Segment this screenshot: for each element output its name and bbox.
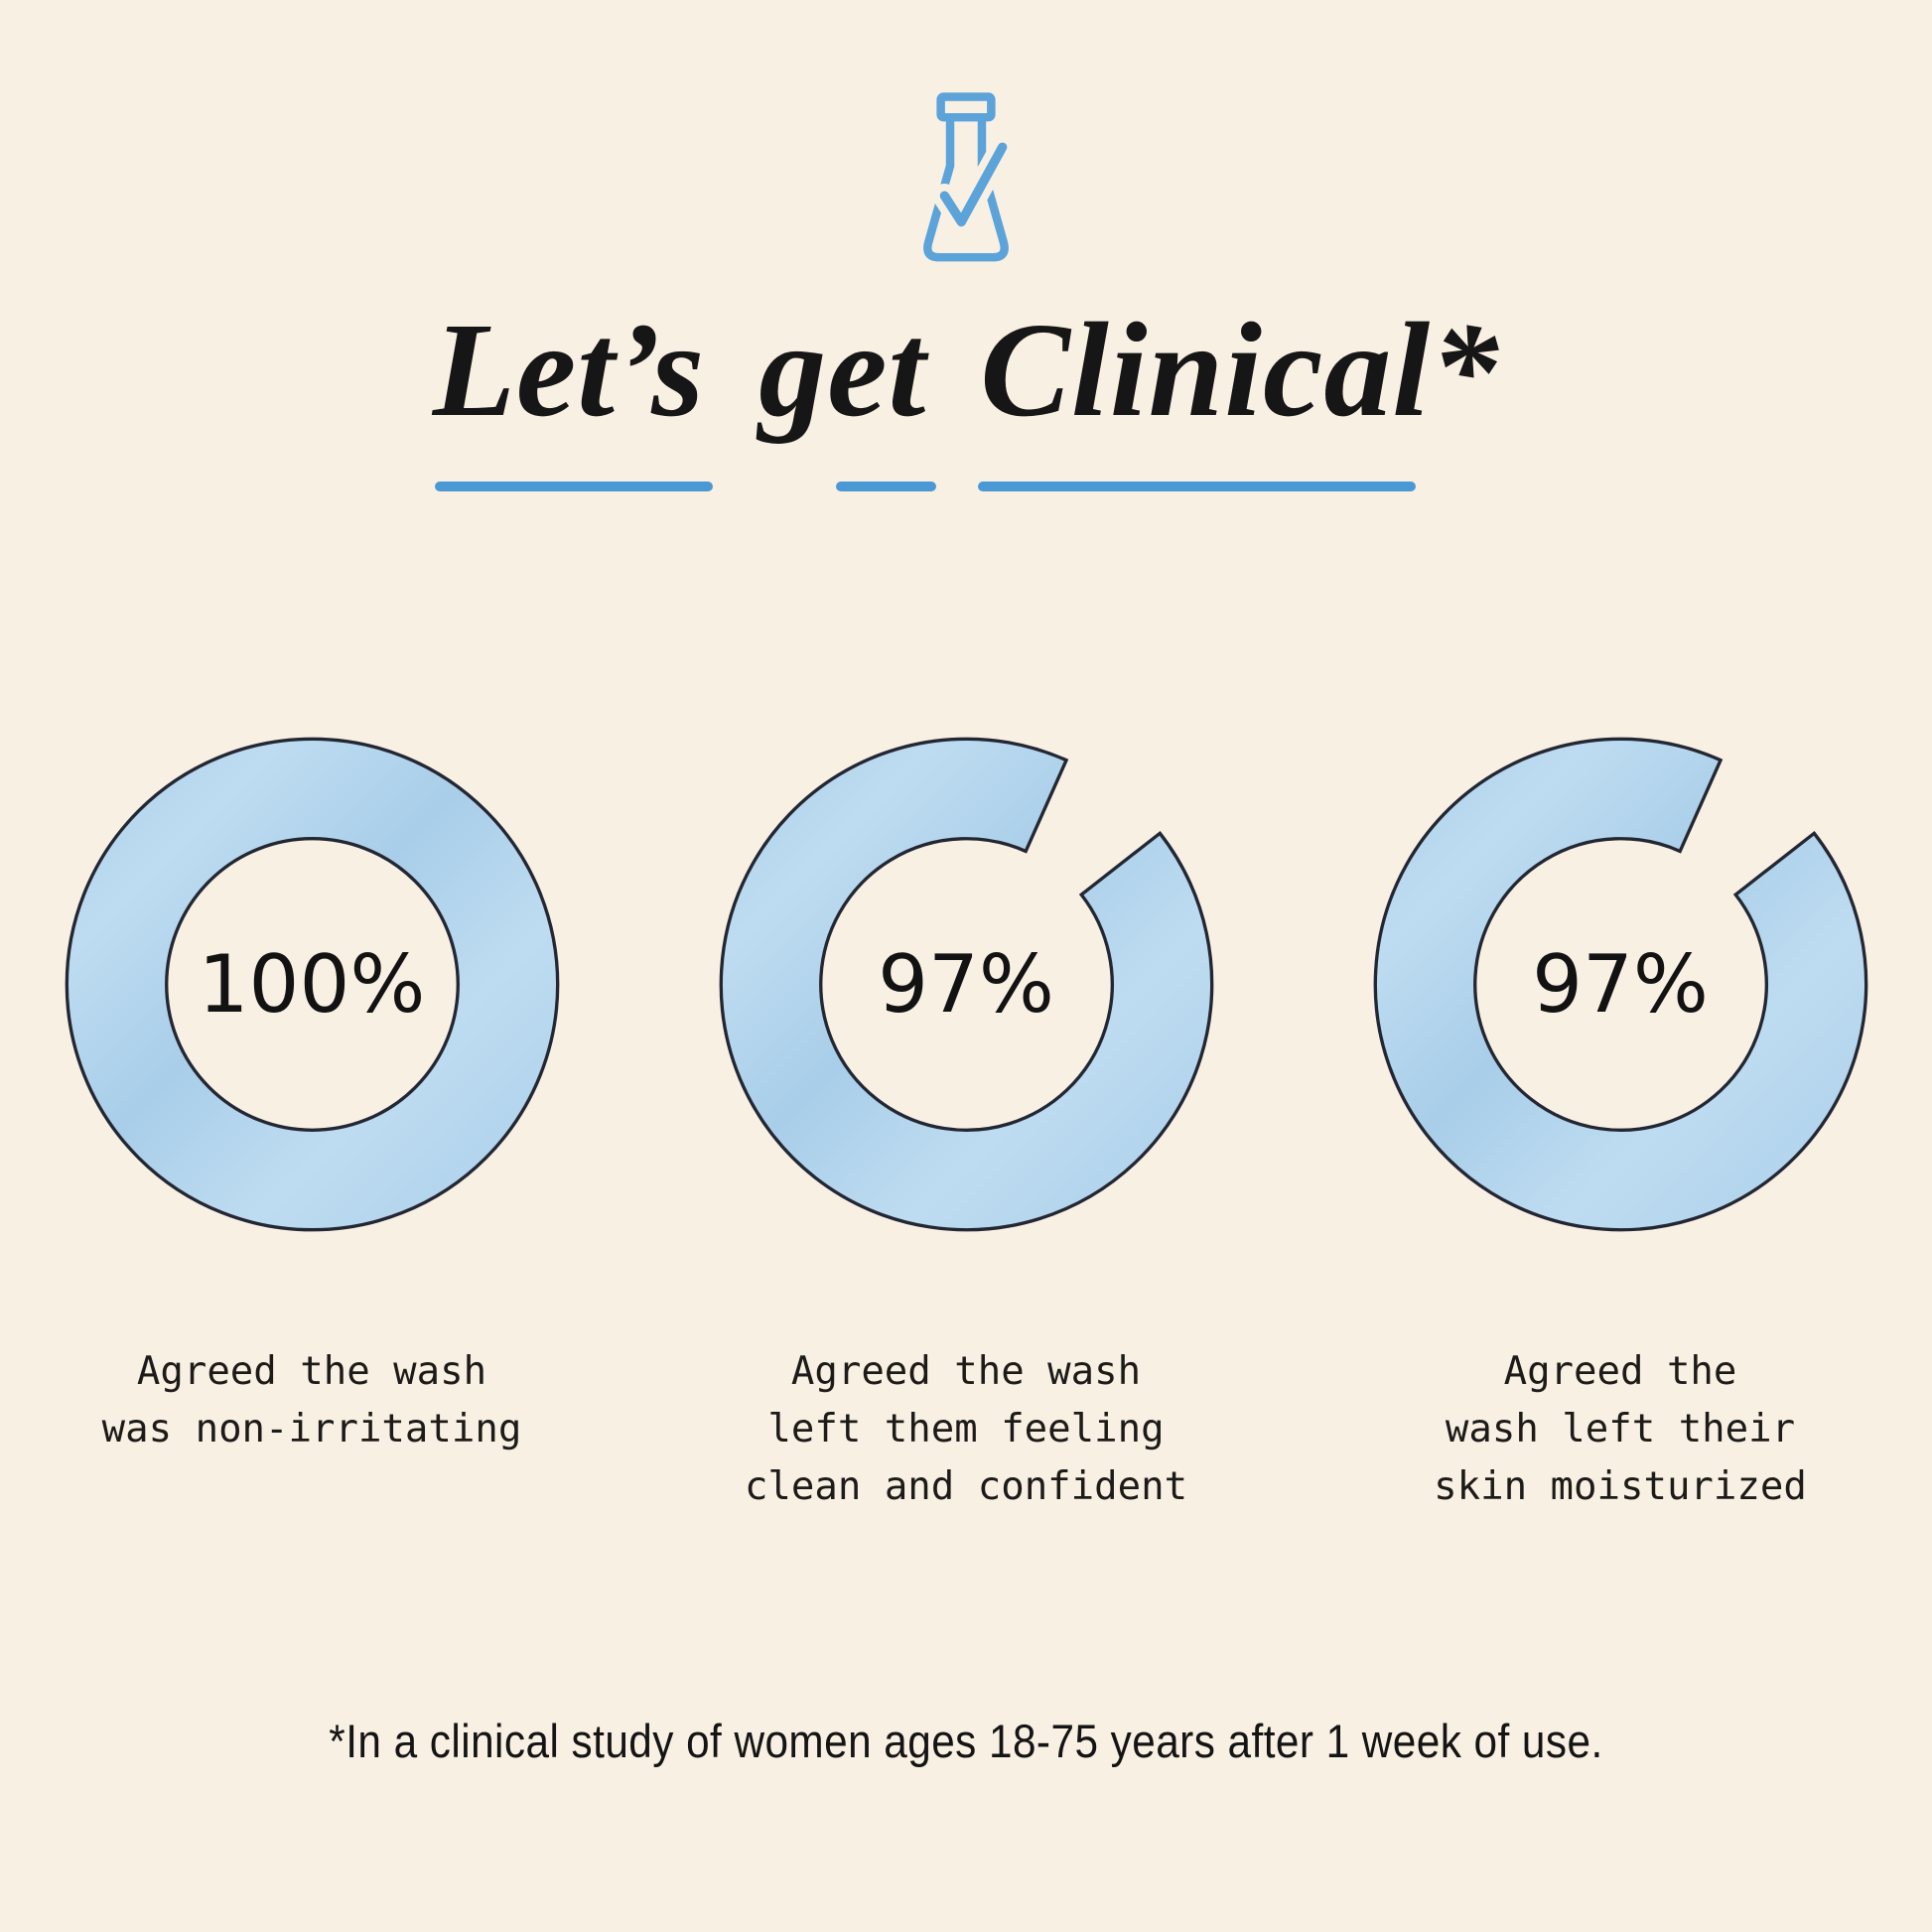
donut-ring-svg [65,737,559,1232]
caption-non-irritating: Agreed the wash was non-irritating [101,1349,522,1452]
caption-moisturized: Agreed the wash left their skin moisturi… [1434,1349,1807,1509]
donut-chart-row: 100% 97% 97% [57,729,1876,1240]
page-title: Let’s get Clinical* [406,290,1526,492]
flask-check-icon [903,89,1029,276]
donut-chart-non-irritating: 100% [57,729,568,1240]
donut-column-2: 97% [711,729,1222,1240]
donut-column-1: 100% [57,729,568,1240]
donut-chart-clean-confident: 97% [711,729,1222,1240]
caption-clean-confident: Agreed the wash left them feeling clean … [744,1349,1188,1509]
caption-row: Agreed the wash was non-irritating Agree… [57,1343,1876,1515]
title-word-get: get [759,290,937,492]
title-word-lets: Let’s [433,290,714,492]
footnote-text: *In a clinical study of women ages 18-75… [329,1715,1603,1768]
donut-chart-moisturized: 97% [1365,729,1876,1240]
title-word-clinical: Clinical* [978,290,1499,492]
donut-column-3: 97% [1365,729,1876,1240]
footnote: *In a clinical study of women ages 18-75… [0,1714,1932,1768]
donut-ring-svg [1373,737,1867,1232]
donut-ring-svg [719,737,1213,1232]
flask-check-svg [923,92,1015,262]
